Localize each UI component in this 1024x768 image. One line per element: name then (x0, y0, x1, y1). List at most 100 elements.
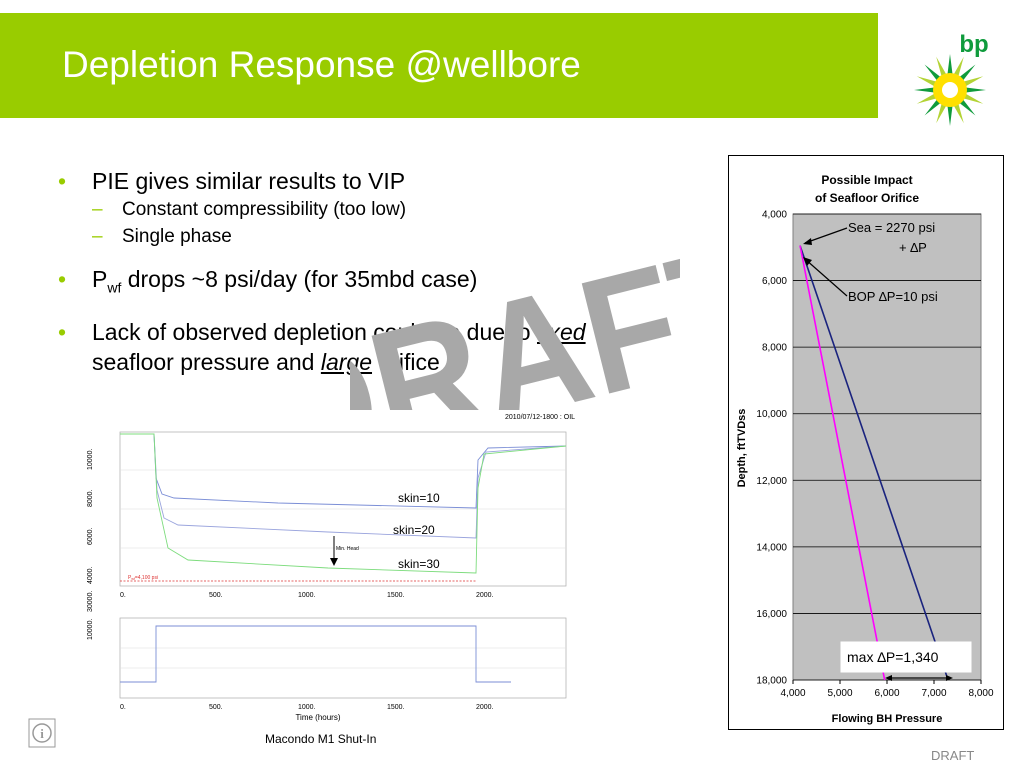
chart-annotation-arrowhead-sea (803, 238, 812, 245)
bullet-dot: • (58, 168, 67, 194)
chart-annotation-maxdp: max ∆P=1,340 (847, 649, 939, 665)
bullet-1-text: PIE gives similar results to VIP (92, 168, 406, 194)
simulation-plot: 2010/07/12-1800 : OIL 4000. 6000. 8000. … (87, 414, 575, 722)
sim-top-ytick-10000: 10000. (87, 449, 94, 470)
chart-ytick-label: 10,000 (756, 409, 787, 420)
helios-petal (936, 56, 948, 79)
chart-ytick-label: 6,000 (762, 276, 787, 287)
bullet-dot: • (58, 266, 67, 292)
chart-xtick-label: 6,000 (874, 688, 899, 699)
plot-caption: Macondo M1 Shut-In (265, 732, 377, 746)
sub-bullet-1: – Constant compressibility (too low) (58, 196, 658, 223)
bullet-3: • Lack of observed depletion could be du… (58, 317, 658, 377)
sub-dash: – (92, 199, 103, 220)
chart-ytick-label: 14,000 (756, 542, 787, 553)
helios-petal (916, 76, 939, 88)
chart-series-line-2 (799, 245, 886, 681)
sim-bottom-xtick-1000: 1000. (298, 704, 316, 711)
sim-rate-curve (120, 625, 511, 683)
helios-petal (936, 101, 948, 124)
sim-bottom-panel (119, 617, 567, 699)
chart-annotation-sea-dp: + ∆P (899, 240, 927, 255)
helios-petal (957, 64, 976, 83)
helios-center (942, 82, 958, 98)
chart-xtick-label: 7,000 (921, 688, 946, 699)
chart-annotation-arrowhead-right (946, 675, 953, 681)
sim-bottom-xtick-500: 500. (209, 704, 223, 711)
sim-limit-label: Pwf=4,100 psi (128, 575, 158, 581)
chart-title-line-2: of Seafloor Orifice (815, 191, 919, 205)
sim-label-skin10: skin=10 (398, 491, 440, 505)
slide-title: Depletion Response @wellbore (62, 44, 581, 85)
helios-petal (947, 103, 953, 126)
chart-title-line-1: Possible Impact (821, 173, 912, 187)
bullet-2: • Pwf drops ~8 psi/day (for 35mbd case) (58, 264, 658, 303)
chart-annotation-arrowhead-bop (803, 257, 812, 266)
sim-bottom-xtick-0: 0. (120, 704, 126, 711)
sim-top-ytick-4000: 4000. (87, 566, 94, 584)
helios-petal (963, 87, 986, 93)
impact-chart-svg: Possible Impact of Seafloor Orifice Dept… (736, 173, 994, 725)
chart-xlabel: Flowing BH Pressure (832, 713, 943, 725)
sim-plot-header: 2010/07/12-1800 : OIL (505, 414, 575, 421)
chart-plot-area (792, 213, 982, 681)
bullet-3-text-a: Lack of observed depletion could be due … (92, 318, 537, 345)
chart-xtick-label: 8,000 (968, 688, 993, 699)
sim-label-skin20: skin=20 (393, 523, 435, 537)
helios-petal (957, 97, 976, 116)
helios-petal (947, 54, 953, 77)
bullet-dot: • (58, 318, 67, 345)
sim-top-ytick-6000: 6000. (87, 527, 94, 545)
sim-bottom-xtick-1500: 1500. (387, 704, 405, 711)
bullet-2-subscript: wf (107, 279, 122, 296)
sim-top-xtick-500: 500. (209, 592, 223, 599)
sim-top-xtick-1000: 1000. (298, 592, 316, 599)
footer-draft: DRAFT (931, 748, 975, 763)
chart-ytick-label: 4,000 (762, 210, 787, 221)
sim-top-xtick-2000: 2000. (476, 592, 494, 599)
bullet-2-text: drops ~8 psi/day (for 35mbd case) (121, 266, 478, 292)
helios-petal (914, 87, 937, 93)
bullet-3-text-b: seafloor pressure and (92, 348, 321, 375)
bullet-3-em-fixed: fixed (537, 318, 586, 345)
min-head-label: Min. Head (336, 546, 359, 552)
helios-petal (924, 97, 943, 116)
bp-helios-logo-icon: bp (914, 31, 989, 126)
chart-annotation-bop: BOP ∆P=10 psi (848, 289, 938, 304)
bullet-3-em-large: large (320, 348, 373, 375)
bullet-1: • PIE gives similar results to VIP (58, 166, 658, 196)
chart-ytick-label: 12,000 (756, 476, 787, 487)
bullet-list: • PIE gives similar results to VIP – Con… (58, 166, 658, 377)
helios-petal (961, 92, 984, 104)
chart-annotation-arrow-bop (804, 258, 848, 297)
sim-top-xtick-1500: 1500. (387, 592, 405, 599)
sim-bottom-ytick-30000: 30000. (87, 591, 94, 612)
helios-petal (952, 101, 964, 124)
sub-bullet-2-text: Single phase (122, 226, 232, 247)
bp-logo-text: bp (959, 31, 988, 58)
chart-annotation-box (840, 641, 972, 673)
chart-series-line-1 (799, 245, 949, 681)
svg-text:i: i (40, 726, 44, 741)
sim-bottom-ytick-10000: 10000. (87, 619, 94, 640)
info-icon: i (28, 718, 56, 748)
sub-dash: – (92, 226, 103, 247)
sim-label-skin30: skin=30 (398, 557, 440, 571)
sub-bullet-1-text: Constant compressibility (too low) (122, 199, 407, 220)
impact-chart: Possible Impact of Seafloor Orifice Dept… (728, 155, 1004, 730)
helios-petal (952, 56, 964, 79)
chart-xtick-label: 5,000 (827, 688, 852, 699)
helios-petal (924, 64, 943, 83)
sim-top-xtick-0: 0. (120, 592, 126, 599)
sub-bullet-2: – Single phase (58, 223, 658, 250)
chart-annotation-arrowhead-left (885, 675, 892, 681)
chart-ytick-label: 18,000 (756, 676, 787, 687)
sim-top-ytick-8000: 8000. (87, 489, 94, 507)
bullet-3-text-c: orifice (372, 348, 440, 375)
helios-petal (916, 92, 939, 104)
bullet-2-prefix: P (92, 266, 108, 292)
helios-petal (961, 76, 984, 88)
sim-xlabel: Time (hours) (295, 713, 340, 722)
chart-ytick-label: 8,000 (762, 343, 787, 354)
chart-ylabel: Depth, ftTVDss (736, 409, 748, 488)
